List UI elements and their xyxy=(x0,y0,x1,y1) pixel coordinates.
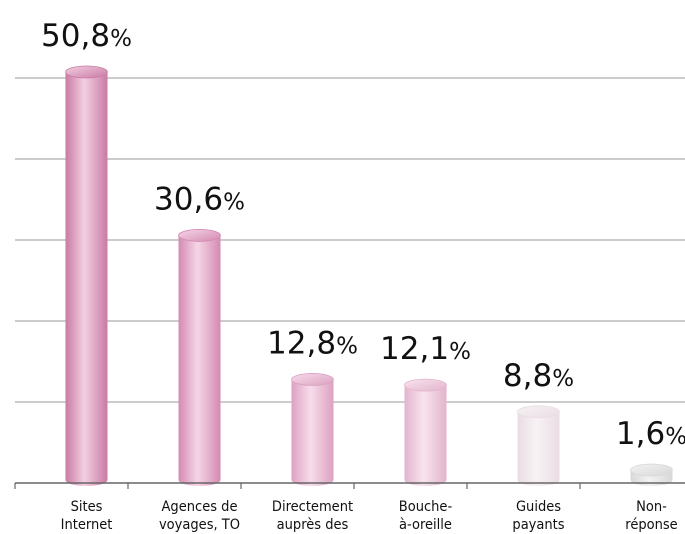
bar xyxy=(291,373,334,486)
value-label: 1,6% xyxy=(616,416,685,452)
bars-group xyxy=(65,65,673,486)
bar-top xyxy=(291,373,334,386)
category-label: Bouche-à-oreille xyxy=(399,499,453,533)
bar-body xyxy=(291,379,334,486)
value-label: 12,8% xyxy=(267,325,358,361)
bar-top xyxy=(65,65,108,79)
bar-body xyxy=(404,385,447,486)
value-label: 12,1% xyxy=(380,331,471,367)
bar xyxy=(630,463,673,486)
bar xyxy=(178,229,221,486)
category-label: Agences de voyages, TO xyxy=(159,499,240,533)
category-label: Guides payants xyxy=(512,499,564,533)
x-axis xyxy=(14,482,685,489)
bar-top xyxy=(517,405,560,419)
gridlines xyxy=(15,77,685,403)
category-label: Directement auprès des xyxy=(272,499,353,533)
value-label: 30,6% xyxy=(154,181,245,217)
bar-body xyxy=(517,411,560,486)
category-labels: Sites Internet Agences de voyages, TO Direct… xyxy=(61,499,678,533)
category-label: Sites Internet xyxy=(61,499,113,533)
category-label: Non-réponse xyxy=(625,499,677,533)
value-label: 8,8% xyxy=(503,358,574,394)
bar xyxy=(404,378,447,486)
bar-body xyxy=(65,72,108,486)
bar-top xyxy=(404,378,447,392)
bar-top xyxy=(630,463,673,477)
bar xyxy=(517,405,560,486)
bar-top xyxy=(178,229,221,242)
value-label: 50,8% xyxy=(41,18,132,54)
bar-body xyxy=(178,235,221,486)
bar xyxy=(65,65,108,486)
value-labels: 50,8% 30,6% 12,8% 12,1% 8,8% 1,6% xyxy=(41,18,685,452)
